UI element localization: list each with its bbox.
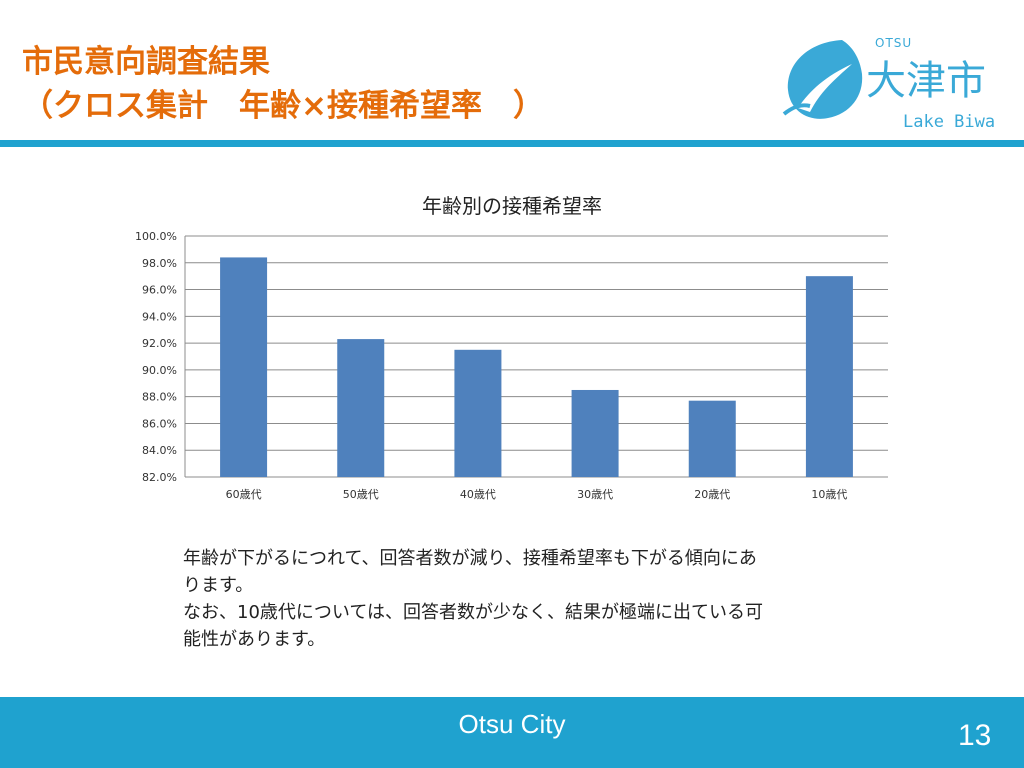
chart-title: 年齢別の接種希望率 xyxy=(422,194,602,218)
footer-city-name: Otsu City xyxy=(458,709,566,739)
description-line-1: 年齢が下がるにつれて、回答者数が減り、接種希望率も下がる傾向にあ xyxy=(183,548,757,569)
description-line-3: なお、10歳代については、回答者数が少なく、結果が極端に出ている可 xyxy=(183,602,764,623)
description-line-2: ります。 xyxy=(183,575,254,596)
description-line-4: 能性があります。 xyxy=(183,629,326,650)
x-tick-label: 40歳代 xyxy=(460,488,496,501)
x-tick-label: 10歳代 xyxy=(811,488,847,501)
bar-1 xyxy=(220,257,268,477)
slide-title-line1: 市民意向調査結果 xyxy=(22,44,270,80)
y-tick-label: 86.0% xyxy=(142,417,177,430)
y-tick-label: 88.0% xyxy=(142,391,177,404)
y-tick-label: 96.0% xyxy=(142,284,177,297)
title-divider xyxy=(0,140,1024,147)
bar-6 xyxy=(805,276,853,477)
slide-title: 市民意向調査結果 （クロス集計 年齢×接種希望率 ） xyxy=(22,40,544,128)
y-tick-label: 84.0% xyxy=(142,444,177,457)
y-tick-label: 82.0% xyxy=(142,471,177,484)
y-tick-label: 90.0% xyxy=(142,364,177,377)
y-tick-label: 92.0% xyxy=(142,337,177,350)
y-tick-label: 98.0% xyxy=(142,257,177,270)
bar-5 xyxy=(688,400,736,477)
x-tick-label: 60歳代 xyxy=(226,488,262,501)
y-tick-label: 94.0% xyxy=(142,310,177,323)
logo-kanji-text: 大津市 xyxy=(866,58,986,104)
slide-title-line2: （クロス集計 年齢×接種希望率 ） xyxy=(22,88,544,124)
bar-2 xyxy=(337,339,385,477)
water-drop-logo-icon xyxy=(782,40,863,119)
description: 年齢が下がるにつれて、回答者数が減り、接種希望率も下がる傾向にあ ります。 なお… xyxy=(183,545,873,653)
x-tick-label: 50歳代 xyxy=(343,488,379,501)
bar-3 xyxy=(454,349,502,477)
bar-4 xyxy=(571,389,619,477)
page-number: 13 xyxy=(958,719,992,752)
otsu-city-logo: OTSU 大津市 Lake Biwa xyxy=(778,26,1008,136)
footer-bar: Otsu City 13 xyxy=(0,697,1024,768)
x-tick-label: 30歳代 xyxy=(577,488,613,501)
logo-lake-biwa-text: Lake Biwa xyxy=(903,112,996,132)
y-tick-label: 100.0% xyxy=(135,230,177,243)
logo-otsu-text: OTSU xyxy=(875,36,913,50)
x-tick-label: 20歳代 xyxy=(694,488,730,501)
